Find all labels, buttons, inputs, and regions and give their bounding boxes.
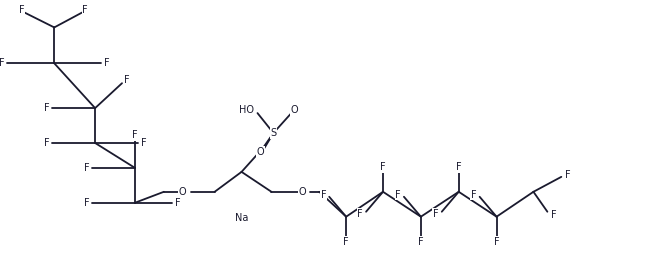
Text: F: F <box>104 58 110 68</box>
Text: F: F <box>175 198 180 208</box>
Text: HO: HO <box>238 105 253 115</box>
Text: F: F <box>320 190 326 200</box>
Text: O: O <box>291 105 298 115</box>
Text: F: F <box>552 210 557 220</box>
Text: F: F <box>418 237 424 246</box>
Text: F: F <box>395 190 401 200</box>
Text: F: F <box>456 162 461 172</box>
Text: F: F <box>82 6 88 15</box>
Text: F: F <box>565 170 571 180</box>
Text: F: F <box>494 237 499 246</box>
Text: F: F <box>433 209 439 219</box>
Text: S: S <box>271 128 276 138</box>
Text: F: F <box>141 138 147 148</box>
Text: F: F <box>83 198 89 208</box>
Text: O: O <box>298 187 306 197</box>
Text: F: F <box>19 6 24 15</box>
Text: F: F <box>83 163 89 173</box>
Text: F: F <box>0 58 5 68</box>
Text: F: F <box>380 162 386 172</box>
Text: F: F <box>357 209 363 219</box>
Text: F: F <box>343 237 349 246</box>
Text: F: F <box>132 130 138 140</box>
Text: F: F <box>124 75 130 85</box>
Text: F: F <box>44 138 49 148</box>
Text: O: O <box>179 187 187 197</box>
Text: F: F <box>471 190 477 200</box>
Text: Na: Na <box>235 213 248 223</box>
Text: O: O <box>256 147 264 157</box>
Text: F: F <box>44 103 49 113</box>
